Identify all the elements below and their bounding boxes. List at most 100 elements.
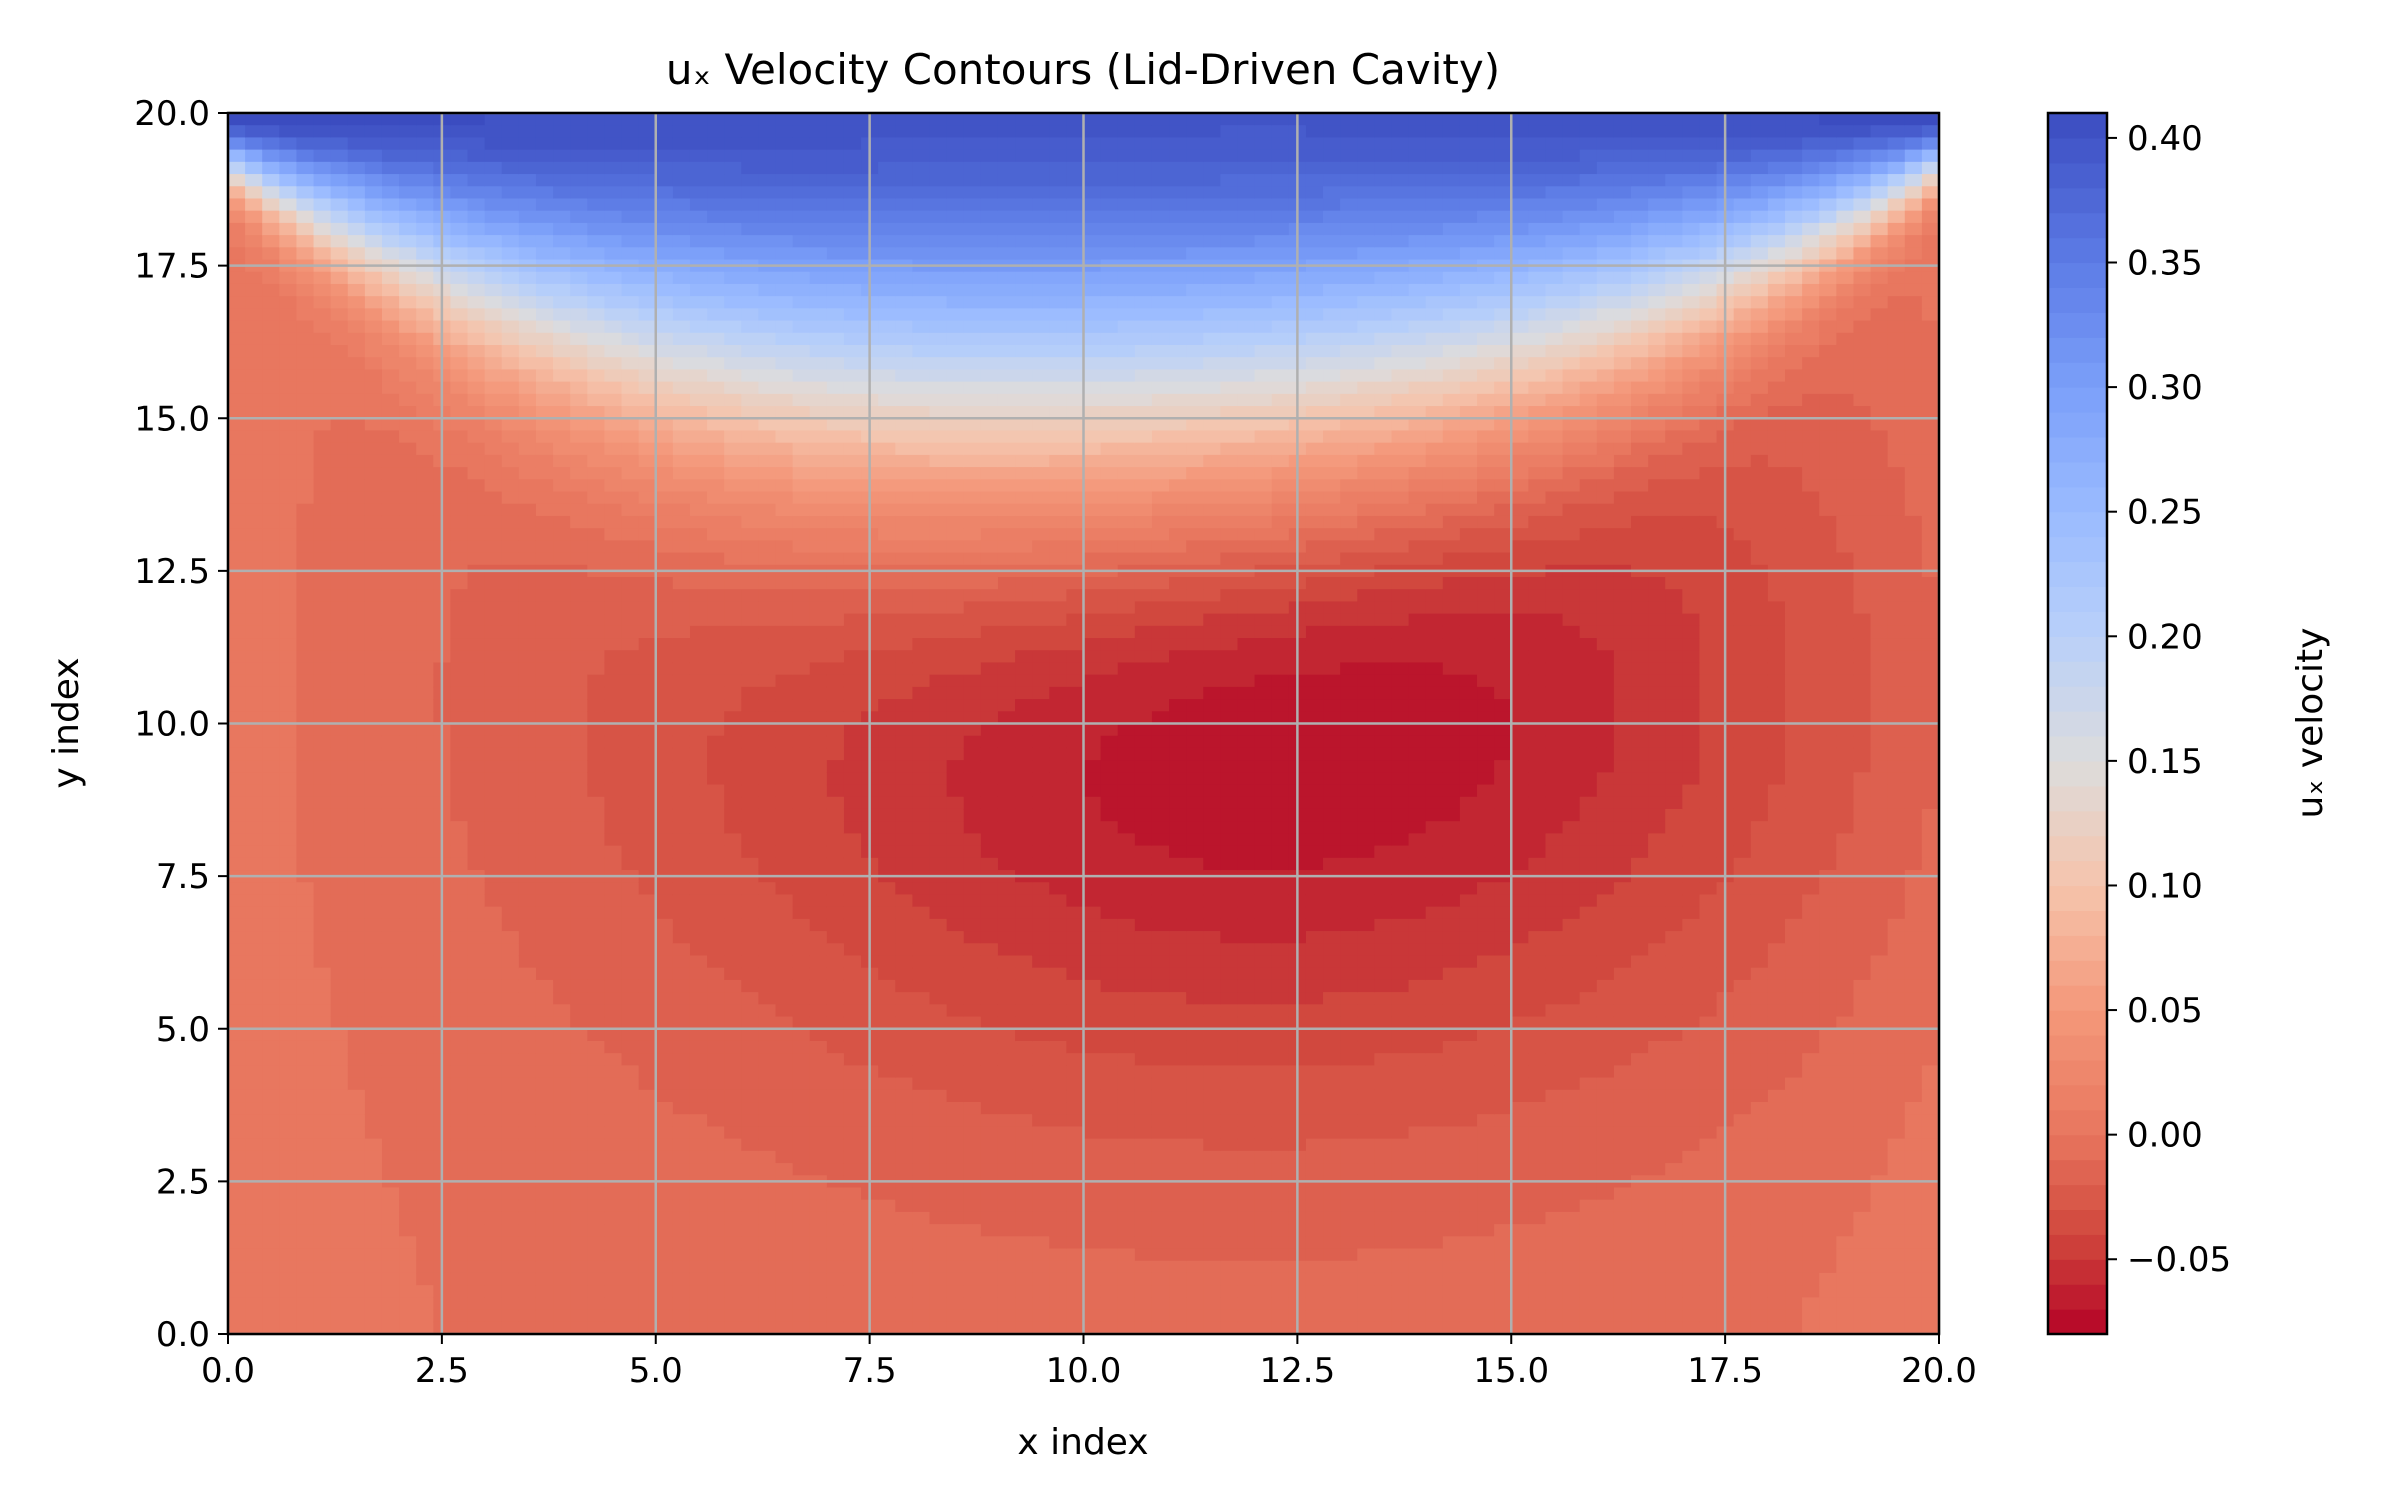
contour-cell (450, 332, 469, 346)
contour-cell (330, 906, 349, 920)
contour-cell (381, 589, 400, 602)
contour-cell (946, 674, 965, 688)
contour-cell (638, 723, 657, 737)
contour-cell (929, 283, 948, 297)
contour-cell (758, 821, 777, 834)
contour-cell (262, 369, 280, 383)
contour-cell (501, 1016, 520, 1030)
contour-cell (1066, 1040, 1085, 1054)
contour-cell (946, 1248, 965, 1262)
contour-cell (518, 979, 537, 993)
contour-cell (450, 906, 469, 920)
contour-cell (245, 808, 263, 822)
contour-cell (381, 601, 400, 615)
contour-cell (553, 894, 571, 908)
contour-cell (450, 357, 469, 371)
contour-cell (1032, 430, 1050, 444)
contour-cell (724, 357, 742, 371)
contour-cell (1032, 845, 1050, 859)
contour-cell (381, 1053, 400, 1066)
contour-cell (1032, 198, 1050, 212)
contour-cell (364, 491, 383, 505)
contour-cell (467, 576, 486, 590)
contour-cell (826, 955, 845, 969)
contour-cell (364, 894, 383, 908)
contour-cell (895, 113, 913, 126)
contour-cell (279, 540, 298, 554)
contour-cell (399, 894, 417, 908)
contour-cell (775, 418, 794, 432)
contour-cell (587, 552, 606, 566)
contour-cell (707, 576, 725, 590)
contour-cell (518, 552, 537, 566)
contour-cell (228, 1163, 246, 1176)
contour-cell (587, 662, 606, 676)
contour-cell (792, 503, 811, 517)
contour-cell (809, 650, 828, 664)
contour-cell (655, 344, 674, 358)
contour-cell (484, 430, 503, 444)
contour-cell (262, 1150, 280, 1164)
contour-cell (946, 442, 965, 456)
contour-cell (1049, 1028, 1067, 1042)
contour-cell (279, 1138, 298, 1152)
contour-cell (997, 784, 1016, 798)
contour-cell (792, 638, 811, 651)
contour-cell (929, 552, 948, 566)
contour-cell (604, 1187, 623, 1201)
contour-cell (535, 723, 554, 737)
contour-cell (878, 283, 896, 297)
contour-cell (501, 247, 520, 261)
contour-cell (689, 857, 708, 871)
contour-cell (963, 882, 982, 896)
contour-cell (279, 1163, 298, 1176)
contour-cell (535, 992, 554, 1005)
contour-cell (228, 613, 246, 627)
contour-cell (929, 955, 948, 969)
contour-cell (809, 906, 828, 920)
contour-cell (672, 283, 691, 297)
contour-cell (724, 1114, 742, 1128)
contour-cell (535, 344, 554, 358)
contour-cell (570, 906, 588, 920)
contour-cell (758, 308, 777, 322)
contour-cell (570, 308, 588, 322)
contour-cell (416, 1004, 434, 1018)
contour-cell (570, 943, 588, 957)
contour-cell (416, 149, 434, 163)
contour-cell (689, 1053, 708, 1066)
contour-cell (364, 357, 383, 371)
contour-cell (707, 283, 725, 297)
contour-cell (1015, 344, 1033, 358)
contour-cell (707, 662, 725, 676)
contour-cell (912, 1004, 931, 1018)
contour-cell (330, 955, 349, 969)
contour-cell (228, 344, 246, 358)
contour-cell (313, 369, 332, 383)
contour-cell (535, 1114, 554, 1128)
contour-cell (535, 1297, 554, 1311)
contour-cell (279, 1236, 298, 1250)
contour-cell (416, 1016, 434, 1030)
contour-cell (604, 894, 623, 908)
contour-cell (707, 1309, 725, 1323)
contour-cell (518, 393, 537, 407)
contour-cell (775, 650, 794, 664)
contour-cell (535, 1150, 554, 1164)
contour-cell (604, 796, 623, 810)
contour-cell (501, 723, 520, 737)
contour-cell (724, 1065, 742, 1079)
contour-cell (980, 589, 999, 602)
contour-cell (980, 625, 999, 639)
contour-cell (484, 894, 503, 908)
contour-cell (621, 613, 640, 627)
contour-cell (655, 381, 674, 395)
contour-cell (1015, 1138, 1033, 1152)
contour-cell (672, 1187, 691, 1201)
contour-cell (655, 479, 674, 493)
contour-cell (501, 992, 520, 1005)
contour-cell (980, 638, 999, 651)
contour-cell (963, 528, 982, 541)
contour-cell (638, 821, 657, 834)
contour-cell (638, 760, 657, 773)
